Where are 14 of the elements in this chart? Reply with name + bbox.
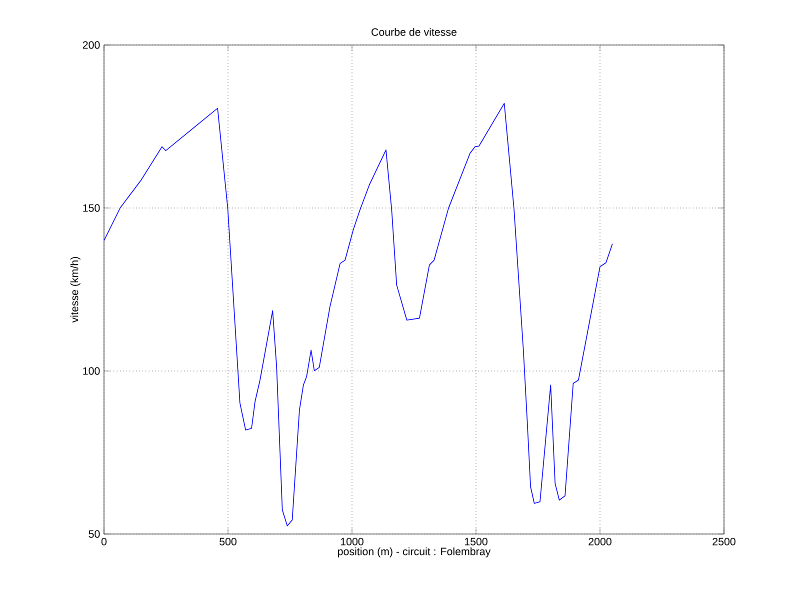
x-tick-label: 2000	[588, 538, 612, 546]
y-axis-title: vitesse (km/h)	[70, 256, 80, 323]
x-tick-label: 1000	[340, 538, 364, 546]
y-tick-label: 200	[82, 41, 100, 49]
x-axis-title: position (m) - circuit : Folembray	[338, 547, 491, 558]
y-tick-label: 100	[83, 367, 100, 375]
x-tick-label: 0	[101, 538, 107, 546]
y-tick-label: 150	[83, 204, 100, 212]
x-tick-label: 500	[220, 538, 236, 546]
x-tick-label: 2500	[712, 538, 736, 546]
x-tick-label: 1500	[464, 538, 488, 546]
chart-title: Courbe de vitesse	[372, 28, 456, 36]
line-series	[104, 102, 613, 526]
y-tick-label: 50	[88, 530, 100, 538]
